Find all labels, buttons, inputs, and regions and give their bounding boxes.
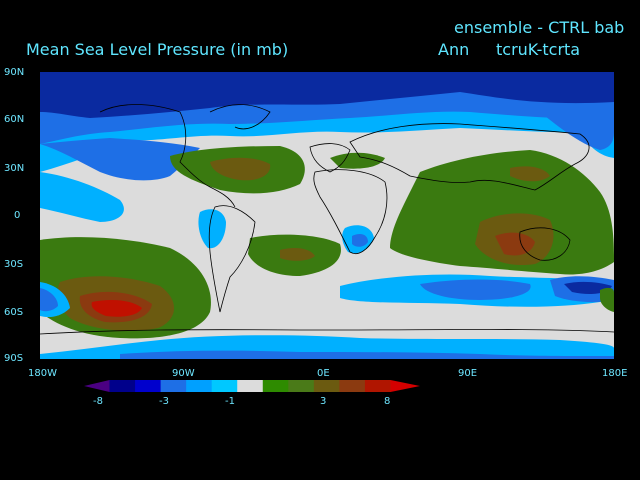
lat-label-60s: 60S	[4, 307, 24, 318]
lat-label-60n: 60N	[4, 114, 25, 125]
lon-label-90w: 90W	[172, 368, 195, 379]
lon-label-0e: 0E	[317, 368, 330, 379]
colorbar-segment	[135, 380, 162, 392]
lon-label-180w: 180W	[28, 368, 57, 379]
lon-label-90e: 90E	[458, 368, 478, 379]
colorbar-segment	[313, 380, 340, 392]
colorbar-segment	[288, 380, 315, 392]
coastlines	[40, 104, 614, 335]
colorbar-label-minus8: -8	[93, 396, 103, 407]
colorbar-segment	[339, 380, 366, 392]
colorbar	[84, 380, 420, 392]
colorbar-label-8: 8	[384, 396, 391, 407]
colorbar-segment	[84, 380, 110, 392]
pressure-map	[40, 72, 614, 359]
colorbar-segment	[364, 380, 391, 392]
lon-label-180e: 180E	[602, 368, 628, 379]
colorbar-segment	[237, 380, 264, 392]
lat-label-0: 0	[14, 210, 21, 221]
lat-label-90s: 90S	[4, 353, 24, 364]
colorbar-segment	[160, 380, 187, 392]
colorbar-label-minus3: -3	[159, 396, 169, 407]
ensemble-label: ensemble - CTRL bab	[454, 18, 625, 37]
variable-label: tcruK-tcrta	[496, 40, 581, 59]
lat-label-30s: 30S	[4, 259, 24, 270]
colorbar-label-3: 3	[320, 396, 327, 407]
colorbar-segment	[109, 380, 136, 392]
colorbar-segment	[262, 380, 289, 392]
colorbar-segment	[390, 380, 420, 392]
map-title: Mean Sea Level Pressure (in mb)	[26, 40, 289, 59]
period-label: Ann	[438, 40, 470, 59]
colorbar-segment	[211, 380, 238, 392]
contour-field	[40, 72, 614, 359]
lat-label-30n: 30N	[4, 163, 25, 174]
colorbar-segment	[186, 380, 213, 392]
lat-label-90n: 90N	[4, 67, 25, 78]
colorbar-label-minus1: -1	[225, 396, 235, 407]
